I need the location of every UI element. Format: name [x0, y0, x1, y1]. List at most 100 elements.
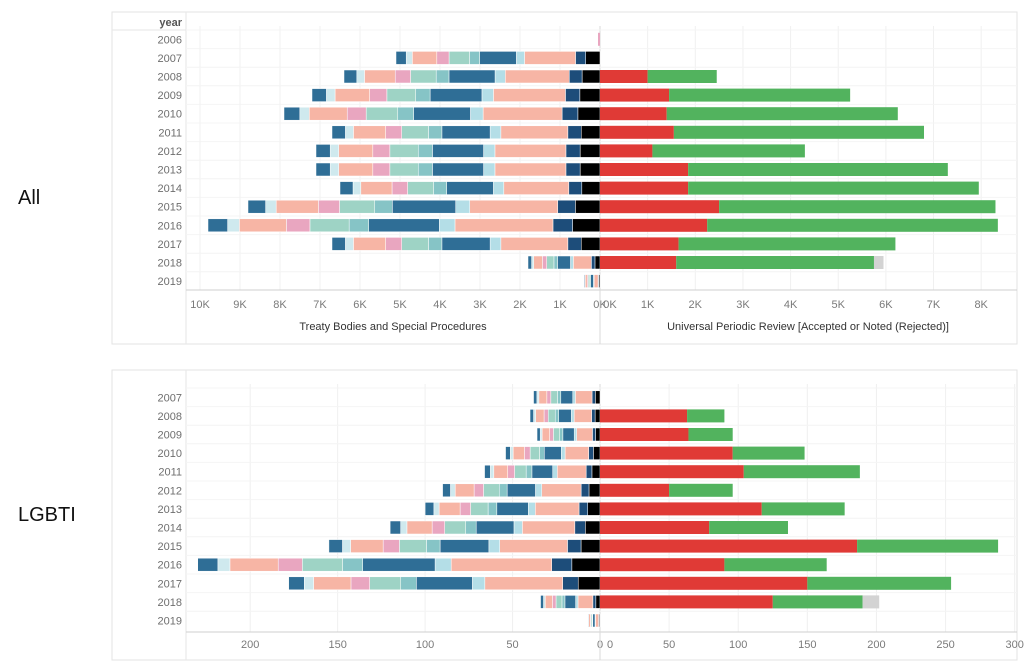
year-label: 2019 [158, 616, 182, 628]
tb-segment [286, 218, 311, 233]
tb-segment [565, 144, 581, 158]
upr-accepted-bar [600, 88, 670, 102]
x-tick-label: 200 [241, 639, 259, 651]
panel-label: All [18, 187, 40, 209]
upr-accepted-bar [600, 595, 773, 609]
x-tick-label: 10K [190, 299, 210, 311]
tb-segment [564, 595, 576, 609]
tb-segment [217, 557, 231, 572]
tb-segment [368, 218, 440, 233]
year-label: 2012 [158, 146, 182, 158]
upr-accepted-bar [600, 558, 725, 572]
upr-noted-bar [678, 237, 896, 251]
tb-segment [475, 520, 515, 535]
upr-noted-bar [807, 576, 952, 590]
tb-segment [524, 51, 576, 65]
x-tick-label: 50 [663, 639, 675, 651]
tb-segment [473, 483, 484, 498]
tb-segment [436, 51, 450, 65]
tb-segment [229, 557, 279, 572]
tb-segment [573, 409, 592, 423]
tb-segment [577, 106, 601, 121]
tb-segment [406, 520, 433, 535]
tb-segment [207, 218, 228, 233]
tb-bar-2017 [331, 237, 601, 251]
tb-segment [558, 409, 572, 423]
tb-segment [415, 88, 431, 102]
tb-segment [413, 106, 471, 121]
tb-segment [439, 539, 490, 553]
upr-accepted-bar [600, 70, 648, 83]
tb-segment [535, 409, 545, 423]
tb-segment [552, 595, 557, 609]
tb-segment [577, 576, 601, 591]
tb-segment [536, 427, 541, 442]
x-tick-label: 6K [879, 299, 893, 311]
tb-segment [535, 483, 543, 498]
tb-segment [438, 502, 461, 516]
tb-segment [372, 144, 391, 158]
tb-bar-2019 [583, 274, 601, 288]
year-label: 2013 [158, 504, 182, 516]
tb-segment [531, 255, 535, 270]
tb-segment [313, 576, 352, 591]
tb-segment [570, 255, 574, 270]
tb-segment [459, 502, 471, 516]
tb-segment [546, 390, 552, 405]
tb-segment [594, 409, 601, 423]
tb-bar-2011 [484, 464, 601, 479]
upr-accepted-bar [600, 218, 708, 232]
tb-segment [197, 557, 219, 572]
upr-noted-bar [676, 256, 874, 269]
tb-segment [571, 409, 575, 423]
tb-segment [510, 446, 514, 460]
tb-segment [535, 502, 580, 516]
tb-segment [595, 613, 599, 628]
tb-segment [577, 595, 594, 609]
tb-segment [547, 409, 556, 423]
tb-segment [350, 539, 384, 553]
x-tick-label: 8K [974, 299, 988, 311]
tb-segment [483, 483, 500, 498]
tb-segment [557, 464, 587, 479]
tb-segment [522, 520, 576, 535]
tb-segment [446, 181, 494, 195]
tb-segment [588, 483, 601, 498]
tb-segment [569, 69, 583, 84]
tb-segment [326, 88, 336, 102]
tb-segment [435, 69, 450, 84]
tb-segment [450, 557, 552, 572]
x-tick-label: 250 [936, 639, 954, 651]
tb-bar-2014 [389, 520, 601, 535]
tb-segment [444, 520, 466, 535]
tb-segment [573, 255, 592, 270]
tb-segment [470, 502, 489, 516]
tb-segment [578, 502, 589, 516]
upr-accepted-bar [600, 428, 689, 441]
tb-segment [386, 88, 416, 102]
tb-segment [484, 464, 491, 479]
tb-segment [343, 69, 358, 84]
tb-segment [571, 557, 601, 572]
tb-segment [454, 218, 554, 233]
x-tick-label: 3K [736, 299, 750, 311]
tb-segment [394, 69, 411, 84]
x-tick-label: 7K [927, 299, 941, 311]
tb-bar-2019 [587, 613, 601, 628]
year-label: 2016 [158, 560, 182, 572]
tb-segment [265, 199, 277, 214]
year-label: 2017 [158, 578, 182, 590]
upr-accepted-bar [600, 163, 689, 176]
tb-segment [331, 125, 346, 140]
upr-unknown-bar [873, 256, 884, 269]
tb-segment [567, 237, 582, 251]
upr-accepted-bar [600, 539, 858, 553]
year-label: 2013 [158, 165, 182, 177]
tb-segment [416, 576, 473, 591]
tb-bar-2009 [311, 88, 601, 102]
upr-noted-bar [857, 539, 999, 553]
tb-segment [533, 409, 536, 423]
tb-segment [488, 539, 500, 553]
tb-segment [401, 125, 429, 140]
tb-segment [385, 237, 402, 251]
